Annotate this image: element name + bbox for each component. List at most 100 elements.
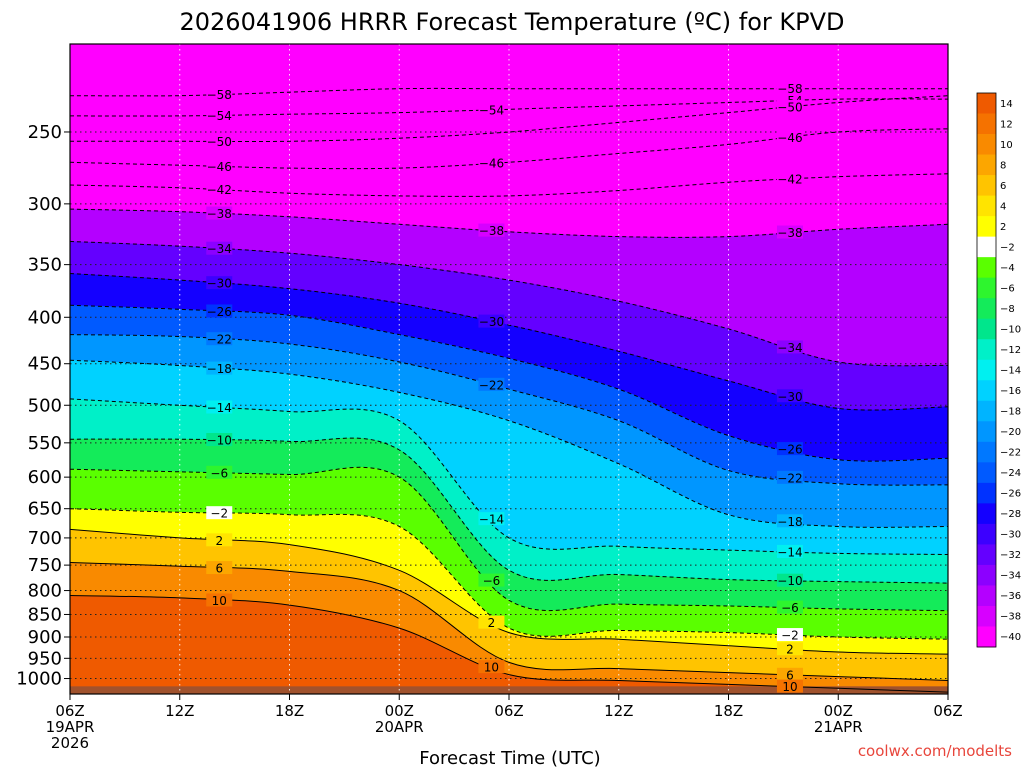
x-tick-label: 06Z — [494, 702, 523, 720]
isotherm-label-bg — [206, 533, 233, 547]
isotherm-label-bg — [478, 223, 505, 237]
colorbar-swatch — [977, 380, 996, 402]
colorbar-label: −12 — [1000, 345, 1021, 356]
isotherm-label-bg — [776, 81, 803, 95]
isotherm-label-bg — [206, 182, 233, 196]
colorbar-swatch — [977, 339, 996, 361]
isotherm-label-bg — [478, 615, 505, 629]
isotherm-label: −26 — [777, 443, 802, 457]
isotherm-label-bg — [776, 573, 803, 587]
y-tick-label: 400 — [28, 307, 62, 328]
isotherm-label: −58 — [777, 82, 802, 96]
colorbar-label: −36 — [1000, 591, 1021, 602]
colorbar-label: 4 — [1000, 201, 1006, 212]
colorbar-swatch — [977, 93, 996, 114]
isotherm-label-bg — [478, 377, 505, 391]
isotherm-label-bg — [776, 389, 803, 403]
colorbar-label: 2 — [1000, 222, 1006, 233]
isotherm-label: −22 — [479, 378, 504, 392]
x-tick-label: 06Z — [933, 702, 962, 720]
y-tick-label: 900 — [28, 627, 62, 648]
y-tick-label: 800 — [28, 581, 62, 602]
y-tick-label: 700 — [28, 528, 62, 549]
colorbar-label: 10 — [1000, 140, 1013, 151]
colorbar-label: 6 — [1000, 181, 1006, 192]
isotherm-label-bg — [776, 544, 803, 558]
isotherm-label: −10 — [207, 434, 232, 448]
colorbar-swatch — [977, 400, 996, 422]
x-tick-label: 00Z — [385, 702, 414, 720]
isotherm-label: −2 — [781, 629, 799, 643]
colorbar-swatch — [977, 544, 996, 566]
isotherm-label: −30 — [207, 277, 232, 291]
colorbar-swatch — [977, 134, 996, 155]
isotherm-label: −46 — [479, 157, 504, 171]
colorbar-swatch — [977, 482, 996, 504]
x-tick-sublabel: 21APR — [814, 718, 863, 736]
y-tick-label: 550 — [28, 433, 62, 454]
isotherm-label: −50 — [777, 100, 802, 114]
isotherm-label-bg — [478, 660, 505, 674]
isotherm-label: −14 — [207, 401, 232, 415]
y-tick-label: 250 — [28, 122, 62, 143]
isotherm-lines: −58−58−54−54−54−50−50−46−46−46−42−42−38−… — [70, 81, 948, 694]
isotherm-label-bg — [776, 470, 803, 484]
isotherm-label: −54 — [479, 103, 504, 117]
isotherm-label-bg — [206, 361, 233, 375]
y-tick-label: 450 — [28, 354, 62, 375]
colorbar-swatch — [977, 441, 996, 463]
colorbar-label: 12 — [1000, 119, 1013, 130]
isotherm-label: −54 — [207, 109, 232, 123]
colorbar-label: −16 — [1000, 386, 1021, 397]
colorbar-label: −38 — [1000, 612, 1021, 623]
isotherm-line — [70, 334, 948, 486]
isotherm-label: 10 — [782, 680, 797, 694]
colorbar-label: −40 — [1000, 632, 1021, 643]
isotherm-label-bg — [776, 679, 803, 693]
colorbar-label: −2 — [1000, 242, 1015, 253]
isotherm-label: −18 — [777, 515, 802, 529]
isotherm-label: −34 — [777, 341, 802, 355]
colorbar-swatch — [977, 277, 996, 299]
isotherm-label-bg — [776, 172, 803, 186]
isotherm-label: −6 — [210, 466, 228, 480]
x-tick-sublabel: 2026 — [51, 734, 89, 752]
colorbar-swatch — [977, 113, 996, 135]
isotherm-label-bg — [206, 206, 233, 220]
isotherm-label-bg — [206, 276, 233, 290]
colorbar-swatch — [977, 503, 996, 525]
isotherm-label: −18 — [207, 362, 232, 376]
isotherm-label-bg — [206, 506, 233, 520]
isotherm-label: −58 — [207, 88, 232, 102]
y-tick-label: 850 — [28, 604, 62, 625]
isotherm-label-bg — [206, 159, 233, 173]
isotherm-label-bg — [478, 512, 505, 526]
isotherm-label-bg — [206, 465, 233, 479]
isotherm-label: −38 — [207, 207, 232, 221]
isotherm-label: 2 — [786, 643, 794, 657]
isotherm-label: 2 — [215, 534, 223, 548]
isotherm-label-bg — [776, 667, 803, 681]
colorbar-label: −14 — [1000, 366, 1021, 377]
colorbar-swatch — [977, 195, 996, 217]
x-axis-label: Forecast Time (UTC) — [419, 748, 600, 768]
isotherm-label-bg — [776, 642, 803, 656]
isotherm-label: −14 — [479, 513, 504, 527]
isotherm-label: −30 — [479, 315, 504, 329]
isotherm-label-bg — [206, 433, 233, 447]
y-tick-label: 600 — [28, 467, 62, 488]
colorbar-frame — [976, 92, 997, 648]
y-tick-label: 950 — [28, 648, 62, 669]
isotherm-label-bg — [776, 225, 803, 239]
colorbar-swatch — [977, 257, 996, 279]
y-tick-label: 500 — [28, 395, 62, 416]
isotherm-label-bg — [206, 561, 233, 575]
isotherm-label: −38 — [479, 224, 504, 238]
isotherm-label: −50 — [207, 135, 232, 149]
colorbar-label: 14 — [1000, 99, 1013, 110]
y-tick-label: 300 — [28, 194, 62, 215]
credit-text: coolwx.com/modelts — [858, 742, 1012, 760]
x-tick-label: 18Z — [275, 702, 304, 720]
isotherm-label-bg — [478, 314, 505, 328]
